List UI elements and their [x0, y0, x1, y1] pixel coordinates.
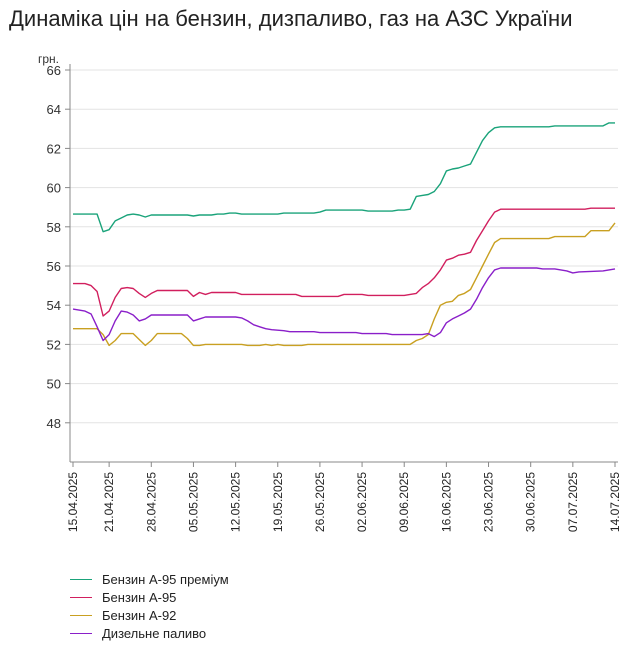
series-line-4: [72, 267, 616, 342]
grid-lines: [70, 69, 618, 424]
x-tick-label: 16.06.2025: [439, 472, 453, 532]
x-tick-label: 19.05.2025: [271, 472, 285, 532]
y-tick-label: 52: [47, 337, 61, 352]
y-tick-label: 48: [47, 416, 61, 431]
series-line-1: [73, 122, 615, 233]
y-tick-label: 54: [47, 298, 61, 313]
legend-swatch: [70, 578, 92, 580]
legend-item: Бензин А-92: [70, 606, 229, 624]
x-tick-label: 21.04.2025: [102, 472, 116, 532]
legend-swatch: [70, 596, 92, 598]
x-tick-label: 07.07.2025: [566, 472, 580, 532]
series-line-3: [73, 222, 616, 347]
line-chart: 48 50 52 54 56 58 60 62 64 66 15.04.2025 21.04.202…: [38, 52, 622, 532]
x-axis-ticks: 15.04.2025 21.04.2025 28.04.2025 05.05.2025…: [66, 462, 622, 532]
legend-swatch: [70, 614, 92, 616]
y-axis-ticks: 48 50 52 54 56 58 60 62 64 66: [47, 63, 70, 431]
x-tick-label: 02.06.2025: [355, 472, 369, 532]
x-tick-label: 15.04.2025: [66, 472, 80, 532]
y-tick-label: 60: [47, 181, 61, 196]
legend-item: Бензин А-95 преміум: [70, 570, 229, 588]
x-tick-label: 23.06.2025: [482, 472, 496, 532]
legend-label: Бензин А-92: [102, 607, 177, 623]
x-tick-label: 12.05.2025: [229, 472, 243, 532]
legend-item: Дизельне паливо: [70, 624, 229, 642]
y-tick-label: 66: [47, 63, 61, 78]
legend-label: Бензин А-95 преміум: [102, 571, 229, 587]
x-tick-label: 05.05.2025: [186, 472, 200, 532]
y-axis-label: грн.: [38, 52, 59, 66]
series-line-2: [73, 207, 615, 317]
legend-label: Бензин А-95: [102, 589, 177, 605]
x-tick-label: 14.07.2025: [608, 472, 622, 532]
legend-label: Дизельне паливо: [102, 625, 207, 641]
y-tick-label: 58: [47, 220, 61, 235]
chart-title: Динаміка цін на бензин, дизпаливо, газ н…: [9, 6, 573, 31]
axes: [69, 64, 618, 463]
legend-item: Бензин А-95: [70, 588, 229, 606]
legend: Бензин А-95 преміум Бензин А-95 Бензин А-9…: [70, 570, 229, 642]
x-tick-label: 30.06.2025: [524, 472, 538, 532]
series-lines: [72, 122, 616, 347]
y-tick-label: 62: [47, 141, 61, 156]
x-tick-label: 09.06.2025: [397, 472, 411, 532]
legend-swatch: [70, 632, 92, 634]
x-tick-label: 28.04.2025: [144, 472, 158, 532]
x-tick-label: 26.05.2025: [313, 472, 327, 532]
y-tick-label: 56: [47, 259, 61, 274]
y-tick-label: 50: [47, 377, 61, 392]
y-tick-label: 64: [47, 102, 61, 117]
